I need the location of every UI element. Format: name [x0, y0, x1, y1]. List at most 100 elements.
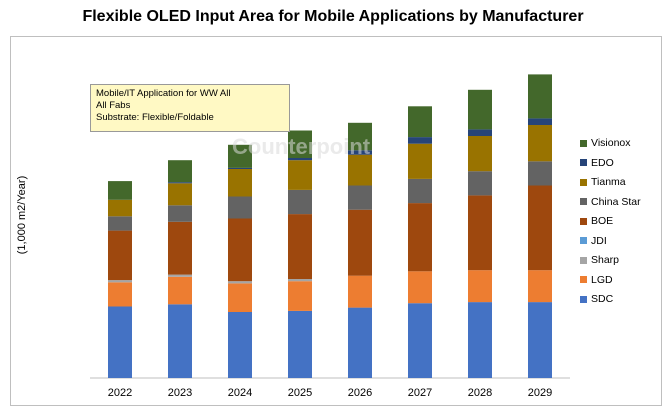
bar-segment-visionox-2028: [468, 89, 492, 130]
legend-label: China Star: [591, 195, 641, 208]
x-tick-label-2029: 2029: [528, 387, 552, 399]
chart-area: [10, 36, 662, 406]
legend-label: BOE: [591, 215, 614, 227]
x-tick-label-2022: 2022: [108, 387, 132, 399]
chart-note-box: Mobile/IT Application for WW All All Fab…: [90, 84, 290, 132]
bar-segment-edo-2024: [228, 167, 252, 169]
x-tick-label-2027: 2027: [408, 387, 432, 399]
legend-label: LGD: [591, 273, 613, 286]
bar-segment-sdc-2027: [408, 303, 432, 378]
bar-segment-lgd-2024: [228, 283, 252, 312]
bar-segment-tianma-2022: [108, 199, 132, 217]
bar-segment-boe-2024: [228, 218, 252, 282]
bar-segment-boe-2026: [348, 209, 372, 276]
bar-segment-visionox-2029: [528, 74, 552, 119]
bar-segment-lgd-2025: [288, 281, 312, 311]
bar-segment-tianma-2028: [468, 136, 492, 172]
bar-segment-visionox-2022: [108, 181, 132, 200]
legend-swatch: [580, 237, 587, 244]
note-line-1: Mobile/IT Application for WW All: [96, 88, 231, 99]
legend-item-tianma: Tianma: [580, 175, 626, 189]
bar-segment-tianma-2025: [288, 160, 312, 190]
x-tick-label-2028: 2028: [468, 387, 492, 399]
bar-segment-china-star-2024: [228, 196, 252, 219]
bar-segment-edo-2028: [468, 129, 492, 136]
bar-segment-china-star-2025: [288, 189, 312, 215]
bar-segment-china-star-2022: [108, 216, 132, 231]
bar-segment-china-star-2028: [468, 171, 492, 196]
legend-label: EDO: [591, 156, 614, 169]
bar-segment-visionox-2023: [168, 160, 192, 183]
chart-title: Flexible OLED Input Area for Mobile Appl…: [82, 8, 584, 25]
legend-item-sdc: SDC: [580, 292, 613, 306]
legend-swatch: [580, 178, 587, 186]
note-line-3: Substrate: Flexible/Foldable: [96, 112, 214, 123]
bar-segment-china-star-2029: [528, 161, 552, 186]
bar-segment-tianma-2027: [408, 143, 432, 179]
bar-segment-sdc-2022: [108, 306, 132, 378]
bar-segment-lgd-2029: [528, 270, 552, 303]
bar-segment-lgd-2026: [348, 275, 372, 308]
bar-segment-tianma-2029: [528, 125, 552, 162]
legend-swatch: [580, 256, 587, 264]
bar-segment-sdc-2026: [348, 307, 372, 378]
x-tick-label-2023: 2023: [168, 387, 192, 399]
bar-segment-boe-2022: [108, 230, 132, 281]
bar-segment-tianma-2024: [228, 169, 252, 197]
bar-segment-boe-2025: [288, 214, 312, 279]
x-tick-label-2026: 2026: [348, 387, 372, 399]
note-line-2: All Fabs: [96, 100, 131, 111]
bar-segment-edo-2023: [168, 182, 192, 184]
bar-segment-lgd-2023: [168, 276, 192, 305]
legend-item-jdi: JDI: [580, 234, 607, 248]
legend-swatch: [580, 198, 587, 205]
legend-item-boe: BOE: [580, 214, 613, 228]
legend-swatch: [580, 295, 587, 303]
legend-label: Tianma: [591, 176, 626, 188]
legend-label: Sharp: [591, 254, 620, 266]
bar-segment-sdc-2025: [288, 310, 312, 378]
legend-label: JDI: [591, 234, 607, 247]
bar-segment-lgd-2028: [468, 270, 492, 303]
watermark: Counterpoint: [232, 134, 371, 159]
bar-segment-edo-2027: [408, 137, 432, 144]
bar-segment-boe-2028: [468, 195, 492, 271]
bar-segment-visionox-2026: [348, 122, 372, 151]
bar-segment-visionox-2027: [408, 106, 432, 138]
legend-label: Visionox: [591, 137, 631, 149]
bar-segment-edo-2029: [528, 118, 552, 125]
bar-segment-boe-2029: [528, 185, 552, 271]
bar-segment-china-star-2023: [168, 205, 192, 222]
bar-segment-visionox-2024: [228, 144, 252, 168]
bar-segment-sharp-2024: [228, 281, 252, 284]
legend-item-china-star: China Star: [580, 195, 641, 209]
bar-segment-edo-2025: [288, 158, 312, 161]
legend-swatch: [580, 217, 587, 225]
legend-label: SDC: [591, 293, 614, 305]
legend-swatch: [580, 139, 587, 147]
bar-segment-sdc-2028: [468, 302, 492, 378]
legend-swatch: [580, 159, 587, 166]
bar-segment-china-star-2026: [348, 185, 372, 210]
bar-segment-sdc-2024: [228, 312, 252, 378]
legend-swatch: [580, 276, 587, 283]
bar-segment-tianma-2026: [348, 154, 372, 186]
legend-item-visionox: Visionox: [580, 136, 631, 150]
bar-segment-boe-2023: [168, 221, 192, 275]
x-tick-label-2024: 2024: [228, 387, 252, 399]
bar-segment-sdc-2023: [168, 304, 192, 378]
bar-segment-edo-2026: [348, 150, 372, 155]
bar-segment-sharp-2023: [168, 274, 192, 277]
legend-item-edo: EDO: [580, 156, 614, 170]
bar-segment-china-star-2027: [408, 178, 432, 204]
bar-segment-sharp-2022: [108, 280, 132, 283]
bar-segment-sdc-2029: [528, 302, 552, 378]
legend-item-lgd: LGD: [580, 273, 613, 287]
bar-segment-lgd-2027: [408, 271, 432, 304]
bar-segment-visionox-2025: [288, 130, 312, 158]
bar-segment-lgd-2022: [108, 282, 132, 307]
x-tick-label-2025: 2025: [288, 387, 312, 399]
bar-segment-boe-2027: [408, 203, 432, 272]
